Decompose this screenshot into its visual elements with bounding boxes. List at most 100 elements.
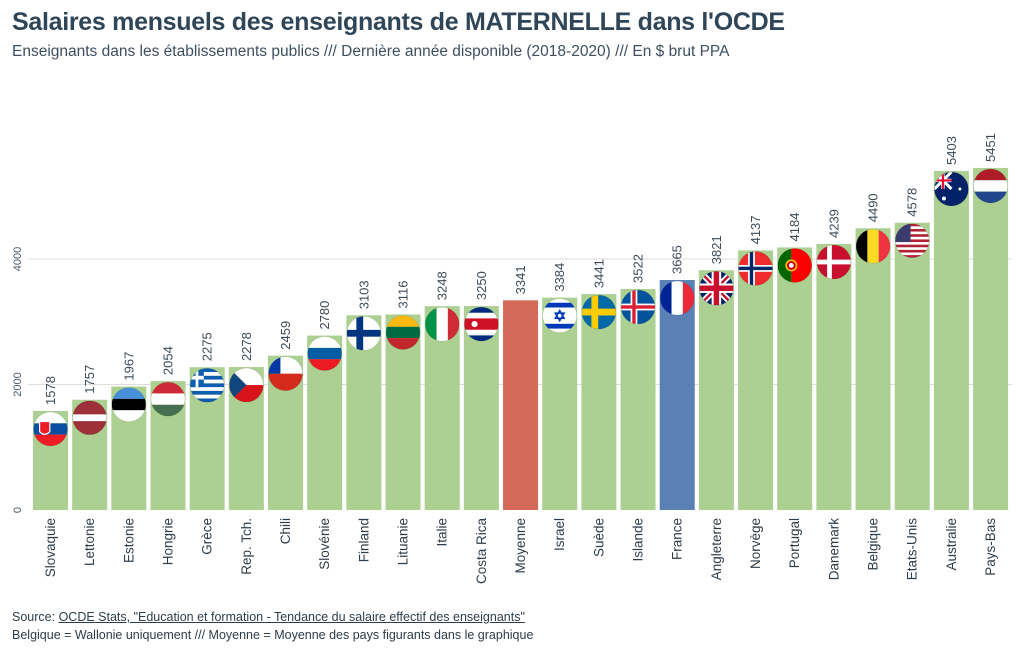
value-label: 4490 <box>866 193 881 222</box>
value-label: 3441 <box>591 259 606 288</box>
sweden-flag-icon <box>581 295 616 330</box>
x-tick-label: Angleterre <box>709 518 724 580</box>
estonia-flag-icon <box>111 387 146 422</box>
costa-rica-flag-icon <box>464 307 499 342</box>
bar-australie[interactable] <box>933 170 969 511</box>
value-label: 3665 <box>670 245 685 274</box>
bar-portugal[interactable] <box>777 247 813 511</box>
source-prefix: Source: <box>12 610 59 624</box>
finland-flag-icon <box>346 316 381 351</box>
x-tick-label: Suède <box>591 518 606 557</box>
value-label: 4184 <box>787 213 802 242</box>
italy-flag-icon <box>425 307 460 342</box>
x-tick-label: Italie <box>435 518 450 547</box>
bar-moyenne[interactable] <box>503 300 539 510</box>
israel-flag-icon <box>542 298 577 333</box>
bar-su-de[interactable] <box>581 294 617 510</box>
x-tick-label: Costa Rica <box>474 518 489 585</box>
x-tick-label: France <box>670 518 685 560</box>
x-tick-label: Norvège <box>748 518 763 569</box>
greece-flag-icon <box>190 368 225 403</box>
value-label: 4137 <box>748 215 763 244</box>
bar-pays-bas[interactable] <box>973 167 1009 510</box>
x-tick-label: Australie <box>944 518 959 571</box>
footnote: Belgique = Wallonie uniquement /// Moyen… <box>12 628 534 642</box>
value-label: 3384 <box>552 263 567 292</box>
x-tick-label: Pays-Bas <box>983 518 998 576</box>
y-tick-label: 0 <box>12 507 24 513</box>
value-label: 3821 <box>709 235 724 264</box>
x-tick-label: Finland <box>356 518 371 562</box>
source-link[interactable]: OCDE Stats, "Education et formation - Te… <box>58 610 525 624</box>
x-axis-labels: Slovaquie Lettonie Estonie Hongrie Grèce Rep.… <box>43 518 998 585</box>
portugal-flag-icon <box>777 248 812 283</box>
czechia-flag-icon <box>229 368 264 403</box>
value-label: 5403 <box>944 136 959 165</box>
y-tick-label: 4000 <box>12 247 24 271</box>
bar-israel[interactable] <box>542 297 578 510</box>
bar-chart: 0 2000 4000 1578 1757 1967 2054 2275 2278 2459 27… <box>12 133 1012 585</box>
flags <box>33 168 1008 447</box>
source-note: Source: OCDE Stats, "Education et format… <box>12 610 525 624</box>
value-label: 4578 <box>905 188 920 217</box>
value-label: 2278 <box>239 332 254 361</box>
norway-flag-icon <box>738 251 773 286</box>
x-tick-label: Danemark <box>826 518 841 581</box>
bar-france[interactable] <box>659 280 695 510</box>
value-label: 2054 <box>161 346 176 375</box>
slovenia-flag-icon <box>307 336 342 371</box>
value-label: 3522 <box>631 254 646 283</box>
bar-norv-ge[interactable] <box>738 250 774 510</box>
x-tick-label: Estonie <box>121 518 136 563</box>
iceland-flag-icon <box>621 289 656 324</box>
usa-flag-icon <box>895 223 930 258</box>
bar-angleterre[interactable] <box>698 270 734 510</box>
value-label: 3103 <box>356 280 371 309</box>
value-label: 2275 <box>200 332 215 361</box>
value-label: 1578 <box>43 376 58 405</box>
bar-islande[interactable] <box>620 288 656 510</box>
belgium-flag-icon <box>856 229 891 264</box>
bar-belgique[interactable] <box>855 228 891 510</box>
x-tick-label: Grèce <box>200 518 215 555</box>
x-tick-label: Rep. Tch. <box>239 518 254 575</box>
bar-etats-unis[interactable] <box>894 222 930 510</box>
chile-flag-icon <box>268 356 303 391</box>
value-label: 1757 <box>82 365 97 394</box>
value-label: 5451 <box>983 133 998 162</box>
bars <box>33 167 1009 511</box>
slovakia-flag-icon <box>33 411 68 446</box>
x-tick-label: Israel <box>552 518 567 551</box>
lithuania-flag-icon <box>386 315 421 350</box>
value-label: 3341 <box>513 265 528 294</box>
value-label: 4239 <box>826 209 841 238</box>
value-label: 2459 <box>278 321 293 350</box>
x-tick-label: Hongrie <box>161 518 176 565</box>
latvia-flag-icon <box>72 400 107 435</box>
chart-title: Salaires mensuels des enseignants de MAT… <box>12 8 785 36</box>
value-label: 3248 <box>435 271 450 300</box>
hungary-flag-icon <box>151 382 186 417</box>
value-label: 3250 <box>474 271 489 300</box>
bar-danemark[interactable] <box>816 244 852 510</box>
value-label: 1967 <box>121 352 136 381</box>
france-flag-icon <box>660 281 695 316</box>
value-label: 2780 <box>317 301 332 330</box>
x-tick-label: Moyenne <box>513 518 528 574</box>
uk-flag-icon <box>699 271 734 306</box>
y-axis: 0 2000 4000 <box>12 247 24 513</box>
x-tick-label: Lettonie <box>82 518 97 566</box>
x-tick-label: Slovaquie <box>43 518 58 577</box>
x-tick-label: Slovénie <box>317 518 332 570</box>
y-tick-label: 2000 <box>12 372 24 396</box>
x-tick-label: Chili <box>278 518 293 544</box>
australia-flag-icon <box>934 171 969 206</box>
x-tick-label: Belgique <box>866 518 881 571</box>
x-tick-label: Islande <box>631 518 646 562</box>
value-label: 3116 <box>396 281 411 309</box>
x-tick-label: Portugal <box>787 518 802 568</box>
value-labels: 1578 1757 1967 2054 2275 2278 2459 2780 3103 3116… <box>43 133 998 405</box>
x-tick-label: Etats-Unis <box>905 518 920 581</box>
denmark-flag-icon <box>816 245 851 280</box>
x-tick-label: Lituanie <box>396 518 411 565</box>
